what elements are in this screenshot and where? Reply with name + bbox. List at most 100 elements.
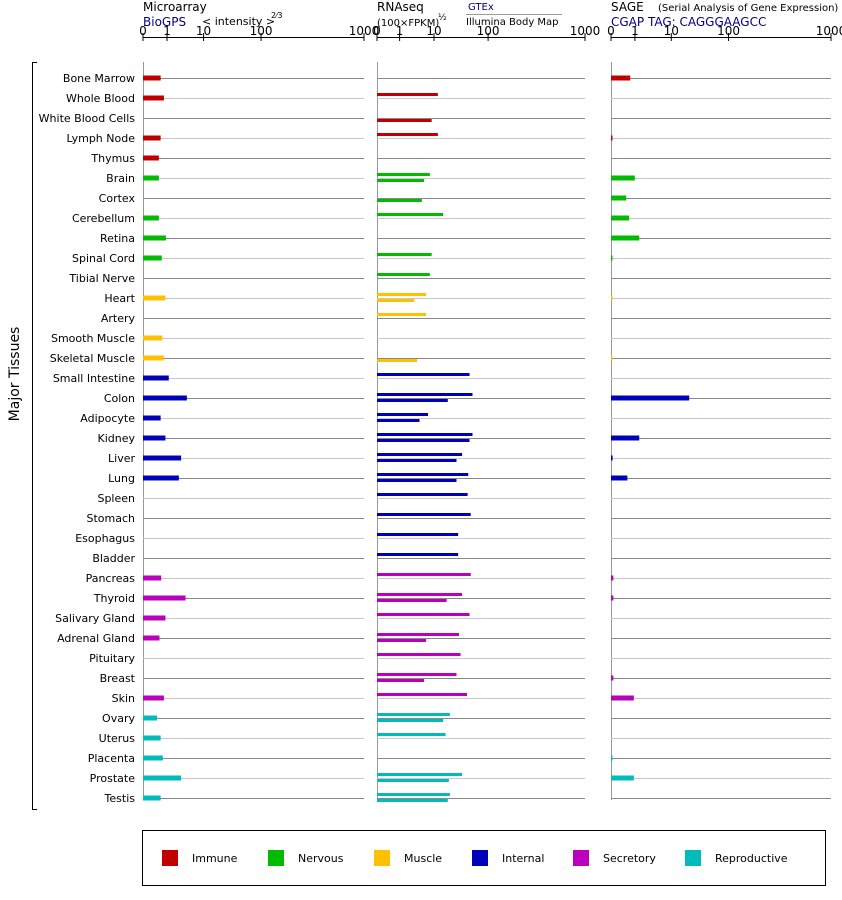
microarray-bar bbox=[143, 475, 179, 481]
gtex-legend-label[interactable]: GTEx bbox=[468, 2, 494, 13]
microarray-bar bbox=[143, 335, 163, 341]
tissue-label: Pituitary bbox=[89, 652, 135, 665]
rnaseq-ibm-bar bbox=[377, 679, 425, 682]
rnaseq-ibm-bar bbox=[377, 179, 425, 182]
rnaseq-gtex-bar bbox=[377, 573, 471, 576]
tissue-label: Esophagus bbox=[75, 532, 135, 545]
legend-label-immune: Immune bbox=[192, 852, 238, 865]
sage-bar bbox=[611, 695, 634, 701]
tissue-label: Prostate bbox=[90, 772, 136, 785]
microarray-bar bbox=[143, 215, 159, 221]
rnaseq-ibm-bar bbox=[377, 799, 448, 802]
rnaseq-ibm-bar bbox=[377, 299, 415, 302]
legend-label-secretory: Secretory bbox=[603, 852, 656, 865]
rnaseq-gtex-bar bbox=[377, 493, 468, 496]
sage-bar bbox=[611, 355, 613, 361]
tissue-label: Adrenal Gland bbox=[57, 632, 135, 645]
microarray-bar bbox=[143, 95, 164, 101]
rnaseq-gtex-bar bbox=[377, 633, 459, 636]
rnaseq-gtex-bar bbox=[377, 433, 473, 436]
x-tick-label: 100 bbox=[477, 24, 500, 38]
legend-swatch-muscle bbox=[374, 850, 390, 866]
legend-label-internal: Internal bbox=[502, 852, 544, 865]
x-tick-label: 10 bbox=[426, 24, 441, 38]
tissue-label: Lymph Node bbox=[66, 132, 135, 145]
x-tick-label: 10 bbox=[664, 24, 679, 38]
sage-note: (Serial Analysis of Gene Expression) bbox=[658, 3, 838, 14]
rnaseq-gtex-bar bbox=[377, 373, 470, 376]
rnaseq-gtex-bar bbox=[377, 253, 432, 256]
microarray-bar bbox=[143, 435, 166, 441]
microarray-bar bbox=[143, 175, 159, 181]
rnaseq-gtex-bar bbox=[377, 513, 471, 516]
legend-swatch-nervous bbox=[268, 850, 284, 866]
tissue-label: Retina bbox=[100, 232, 135, 245]
rnaseq-gtex-bar bbox=[377, 473, 469, 476]
rnaseq-ibm-bar bbox=[377, 639, 427, 642]
rnaseq-ibm-bar bbox=[377, 199, 422, 202]
rnaseq-gtex-bar bbox=[377, 133, 438, 136]
rnaseq-gtex-bar bbox=[377, 773, 463, 776]
tissue-label: Stomach bbox=[86, 512, 135, 525]
tissue-label: Uterus bbox=[99, 732, 136, 745]
microarray-bar bbox=[143, 615, 166, 621]
tissue-label: Bladder bbox=[92, 552, 135, 565]
x-tick-label: 10 bbox=[196, 24, 211, 38]
rnaseq-gtex-bar bbox=[377, 733, 446, 736]
rnaseq-gtex-bar bbox=[377, 173, 430, 176]
legend-label-reproductive: Reproductive bbox=[715, 852, 788, 865]
biogps-link[interactable]: BioGPS bbox=[143, 15, 186, 29]
sage-bar bbox=[611, 755, 613, 761]
microarray-bar bbox=[143, 755, 163, 761]
cgap-tag-link[interactable]: CGAP TAG: CAGGGAAGCC bbox=[611, 15, 766, 29]
rnaseq-gtex-bar bbox=[377, 793, 450, 796]
x-tick-label: 1000 bbox=[570, 24, 601, 38]
x-tick-label: 0 bbox=[139, 24, 147, 38]
x-tick-label: 100 bbox=[250, 24, 273, 38]
microarray-bar bbox=[143, 735, 161, 741]
tissue-label: White Blood Cells bbox=[39, 112, 136, 125]
legend-swatch-secretory bbox=[573, 850, 589, 866]
rnaseq-gtex-bar bbox=[377, 653, 461, 656]
microarray-bar bbox=[143, 235, 166, 241]
axes-layer: 011010010000110100100001101001000 bbox=[139, 24, 842, 800]
sage-title: SAGE bbox=[611, 0, 644, 14]
microarray-bar bbox=[143, 375, 169, 381]
rnaseq-gtex-bar bbox=[377, 393, 473, 396]
bars-layer bbox=[143, 75, 690, 802]
rnaseq-ibm-bar bbox=[377, 439, 470, 442]
microarray-bar bbox=[143, 155, 159, 161]
microarray-bar bbox=[143, 715, 158, 721]
tissue-label: Pancreas bbox=[86, 572, 136, 585]
illumina-legend-label[interactable]: Illumina Body Map bbox=[466, 17, 559, 28]
sage-bar bbox=[611, 135, 613, 141]
sage-bar bbox=[611, 775, 634, 781]
sage-bar bbox=[611, 575, 614, 581]
rnaseq-gtex-bar bbox=[377, 553, 459, 556]
tissue-label: Cortex bbox=[99, 192, 136, 205]
microarray-bar bbox=[143, 635, 160, 641]
x-tick-label: 0 bbox=[373, 24, 381, 38]
microarray-bar bbox=[143, 395, 187, 401]
rnaseq-ibm-bar bbox=[377, 479, 457, 482]
rnaseq-gtex-bar bbox=[377, 533, 459, 536]
rnaseq-gtex-bar bbox=[377, 673, 457, 676]
microarray-bar bbox=[143, 595, 186, 601]
tissue-label: Breast bbox=[100, 672, 136, 685]
tissue-label: Colon bbox=[104, 392, 135, 405]
x-tick-label: 100 bbox=[717, 24, 740, 38]
rnaseq-gtex-bar bbox=[377, 713, 450, 716]
sage-bar bbox=[611, 215, 630, 221]
x-tick-label: 1000 bbox=[349, 24, 380, 38]
microarray-bar bbox=[143, 455, 182, 461]
x-tick-label: 1 bbox=[163, 24, 171, 38]
microarray-intensity-label: < intensity > bbox=[202, 15, 275, 28]
rnaseq-ibm-bar bbox=[377, 599, 447, 602]
rnaseq-title: RNAseq bbox=[377, 0, 424, 14]
tissue-label: Kidney bbox=[97, 432, 135, 445]
legend-swatch-internal bbox=[472, 850, 488, 866]
rnaseq-exponent: ½ bbox=[438, 13, 447, 23]
tissue-label: Tibial Nerve bbox=[68, 272, 135, 285]
legend-label-muscle: Muscle bbox=[404, 852, 442, 865]
